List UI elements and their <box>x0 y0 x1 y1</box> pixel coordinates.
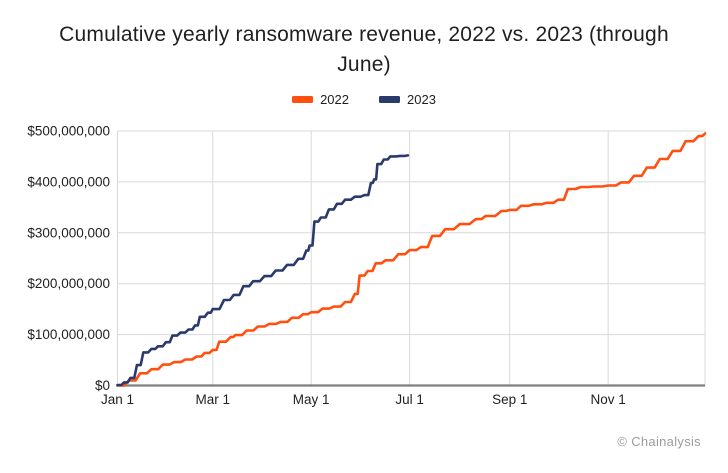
legend-label-2022: 2022 <box>320 92 349 107</box>
y-tick-label: $100,000,000 <box>27 327 110 342</box>
x-axis-labels: Jan 1 Mar 1 May 1 Jul 1 Sep 1 Nov 1 <box>101 392 626 407</box>
legend-swatch-2022-icon <box>292 96 314 103</box>
x-tick-label: Sep 1 <box>492 392 527 407</box>
y-tick-label: $300,000,000 <box>27 225 110 240</box>
x-tick-label: Mar 1 <box>195 392 230 407</box>
page-title-line-1: Cumulative yearly ransomware revenue, 20… <box>59 23 669 46</box>
x-tick-label: Nov 1 <box>591 392 626 407</box>
series-line-2023 <box>116 154 410 387</box>
gridlines <box>117 130 706 386</box>
x-tick-label: May 1 <box>293 392 330 407</box>
y-tick-label: $500,000,000 <box>27 124 110 139</box>
y-tick-label: $400,000,000 <box>27 174 110 189</box>
legend-label-2023: 2023 <box>407 92 436 107</box>
chart-legend: 2022 2023 <box>0 92 728 107</box>
legend-item-2022: 2022 <box>292 92 349 107</box>
y-axis-labels: $0 $100,000,000 $200,000,000 $300,000,000 $4… <box>27 124 110 394</box>
legend-item-2023: 2023 <box>379 92 436 107</box>
page-title: Cumulative yearly ransomware revenue, 20… <box>0 20 728 80</box>
series-lines <box>116 132 707 387</box>
y-tick-label: $200,000,000 <box>27 276 110 291</box>
chainalysis-attribution: © Chainalysis <box>617 434 701 449</box>
series-line-2022 <box>116 132 707 387</box>
y-tick-label: $0 <box>95 378 110 393</box>
page-title-line-2: June) <box>337 53 391 76</box>
x-tick-label: Jan 1 <box>101 392 134 407</box>
x-tick-label: Jul 1 <box>395 392 424 407</box>
legend-swatch-2023-icon <box>379 96 400 103</box>
